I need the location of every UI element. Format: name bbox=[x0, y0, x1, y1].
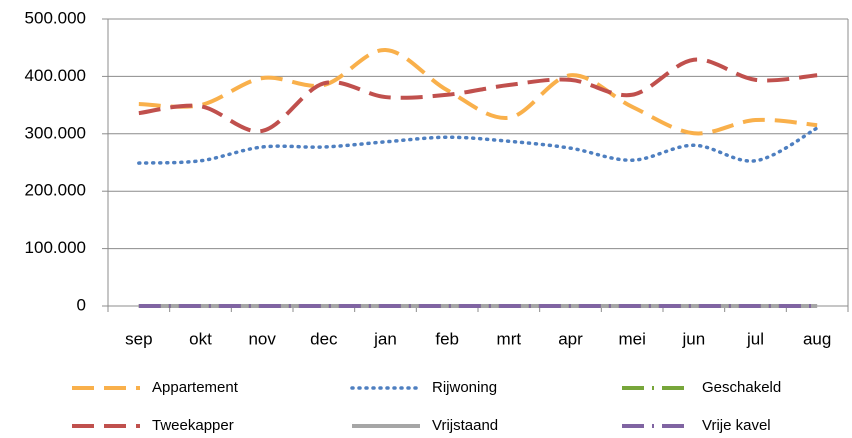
x-tick-label: nov bbox=[248, 329, 276, 348]
x-tick-label: okt bbox=[189, 329, 212, 348]
x-tick-label: aug bbox=[803, 329, 831, 348]
x-tick-label: jun bbox=[681, 329, 705, 348]
legend-label: Vrije kavel bbox=[702, 417, 771, 434]
series-line bbox=[138, 47, 818, 136]
legend-label: Rijwoning bbox=[432, 379, 497, 396]
legend-label: Vrijstaand bbox=[432, 417, 498, 434]
x-tick-label: sep bbox=[125, 329, 152, 348]
x-tick-label: jul bbox=[746, 329, 764, 348]
legend-label: Geschakeld bbox=[702, 379, 781, 396]
series-line bbox=[137, 126, 819, 165]
y-tick-label: 400.000 bbox=[25, 66, 86, 85]
x-tick-label: apr bbox=[558, 329, 583, 348]
x-tick-label: dec bbox=[310, 329, 338, 348]
y-tick-label: 100.000 bbox=[25, 238, 86, 257]
series-line bbox=[138, 57, 818, 134]
legend-label: Tweekapper bbox=[152, 417, 234, 434]
x-tick-label: jan bbox=[373, 329, 397, 348]
y-tick-label: 0 bbox=[77, 295, 86, 314]
y-tick-label: 300.000 bbox=[25, 123, 86, 142]
x-tick-label: feb bbox=[435, 329, 459, 348]
y-tick-label: 500.000 bbox=[25, 8, 86, 27]
x-tick-label: mrt bbox=[497, 329, 522, 348]
legend-label: Appartement bbox=[152, 379, 239, 396]
x-tick-label: mei bbox=[618, 329, 645, 348]
y-tick-label: 200.000 bbox=[25, 181, 86, 200]
